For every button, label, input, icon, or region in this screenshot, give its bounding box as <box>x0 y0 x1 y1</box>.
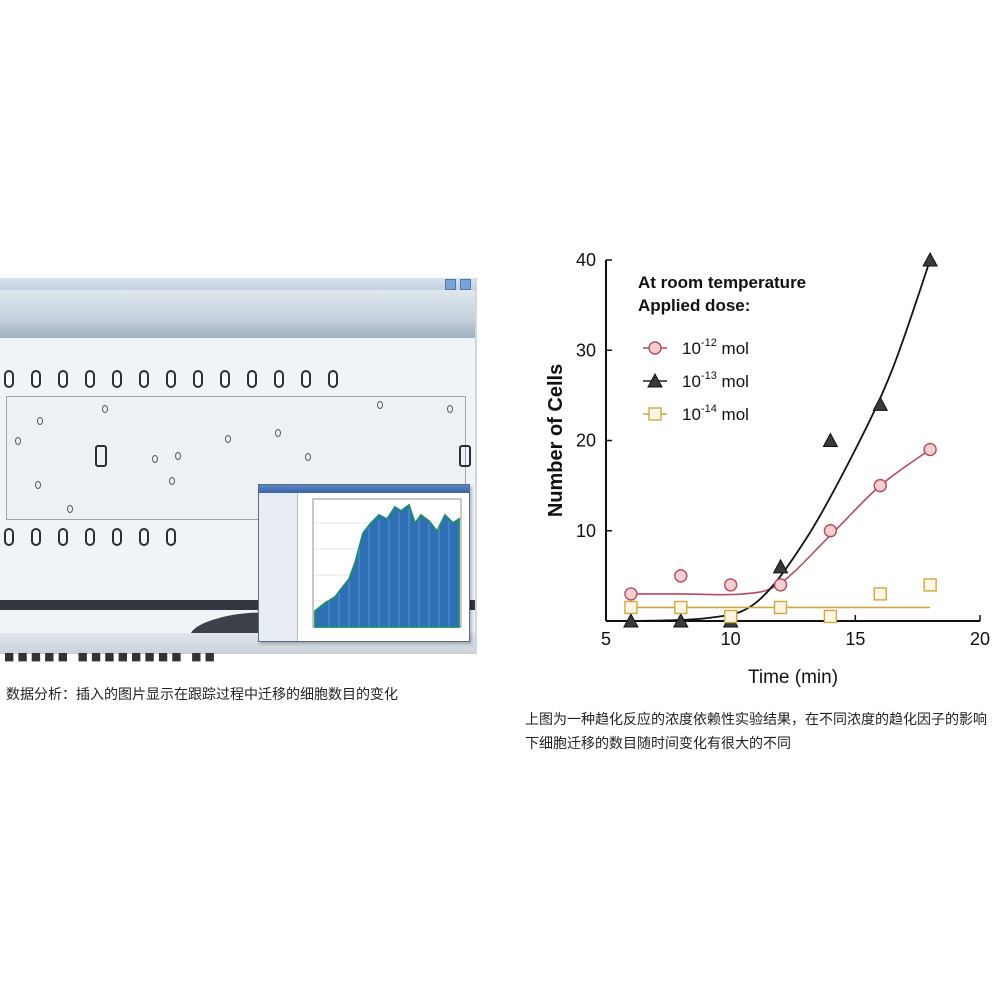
histogram-inset-window <box>258 484 470 642</box>
histogram-area <box>314 503 460 628</box>
caption-left: 数据分析：插入的图片显示在跟踪过程中迁移的细胞数目的变化 <box>6 687 398 703</box>
data-point-triangle <box>822 432 839 447</box>
legend-label: 10-13 mol <box>682 370 749 391</box>
data-point-square <box>674 600 688 615</box>
data-point-circle <box>773 578 788 592</box>
series-2 <box>624 578 937 624</box>
data-point-square <box>723 609 738 624</box>
chart-svg: 5 10 15 20 10 20 30 40 Time (min) Number of Cells… <box>545 250 990 688</box>
legend-marker-circle <box>648 341 662 355</box>
screenshot-bottom-text: ■■■■■ ■■■■■■■■ ■■ <box>4 650 218 663</box>
x-tick-label: 20 <box>970 629 990 649</box>
legend-marker-square <box>648 407 662 421</box>
data-point-circle <box>723 578 738 592</box>
inset-titlebar <box>259 485 469 493</box>
y-tick-label: 20 <box>576 431 596 451</box>
data-point-circle <box>624 587 638 601</box>
y-tick-label: 30 <box>576 340 596 360</box>
data-point-square <box>923 578 937 592</box>
data-point-triangle <box>623 612 639 628</box>
inset-sidebar <box>259 493 298 641</box>
histogram-bars <box>328 509 450 627</box>
data-point-triangle <box>922 251 938 267</box>
legend-label: 10-14 mol <box>682 403 749 424</box>
marker-slot <box>95 445 107 467</box>
legend-label: 10-12 mol <box>682 337 749 358</box>
y-axis-label: Number of Cells <box>545 364 567 517</box>
data-point-circle <box>674 569 688 583</box>
y-tick-label: 40 <box>576 250 596 270</box>
x-tick-label: 10 <box>721 629 741 649</box>
data-point-square <box>823 609 838 624</box>
data-point-square <box>624 600 638 615</box>
series-0 <box>624 442 937 601</box>
data-point-triangle <box>672 612 689 628</box>
marker-slot <box>459 445 471 467</box>
data-point-square <box>873 587 887 601</box>
cell-count-chart: 5 10 15 20 10 20 30 40 Time (min) Number of Cells… <box>530 240 1000 700</box>
caption-right: 上图为一种趋化反应的浓度依赖性实验结果，在不同浓度的趋化因子的影响下细胞迁移的数… <box>525 712 987 752</box>
legend-title: Applied dose: <box>638 296 750 315</box>
y-tick-label: 10 <box>576 521 596 541</box>
x-tick-label: 15 <box>845 629 865 649</box>
cell-migration-channel <box>6 396 471 520</box>
data-point-triangle <box>772 558 789 574</box>
legend-marker-triangle <box>647 372 663 388</box>
microfluidic-chip-screenshot <box>0 278 477 654</box>
legend: At room temperature Applied dose: 10-12 mo… <box>638 273 806 424</box>
window-titlebar <box>0 278 475 290</box>
barrier-row-top <box>4 370 338 396</box>
x-tick-label: 5 <box>601 629 611 649</box>
histogram-inset <box>312 498 462 628</box>
data-point-triangle <box>872 396 889 411</box>
data-point-square <box>773 600 788 615</box>
data-point-circle <box>823 524 838 538</box>
fit-curve-10-13 <box>630 259 931 622</box>
channel-bottom-edge <box>0 600 475 610</box>
channel-top-edge <box>0 290 475 338</box>
data-point-circle <box>873 478 887 493</box>
close-icon <box>460 279 471 290</box>
legend-title: At room temperature <box>638 273 806 292</box>
x-axis-label: Time (min) <box>748 667 838 688</box>
barrier-row-bottom <box>4 528 176 554</box>
minimize-icon <box>445 279 456 290</box>
data-point-circle <box>923 442 937 457</box>
